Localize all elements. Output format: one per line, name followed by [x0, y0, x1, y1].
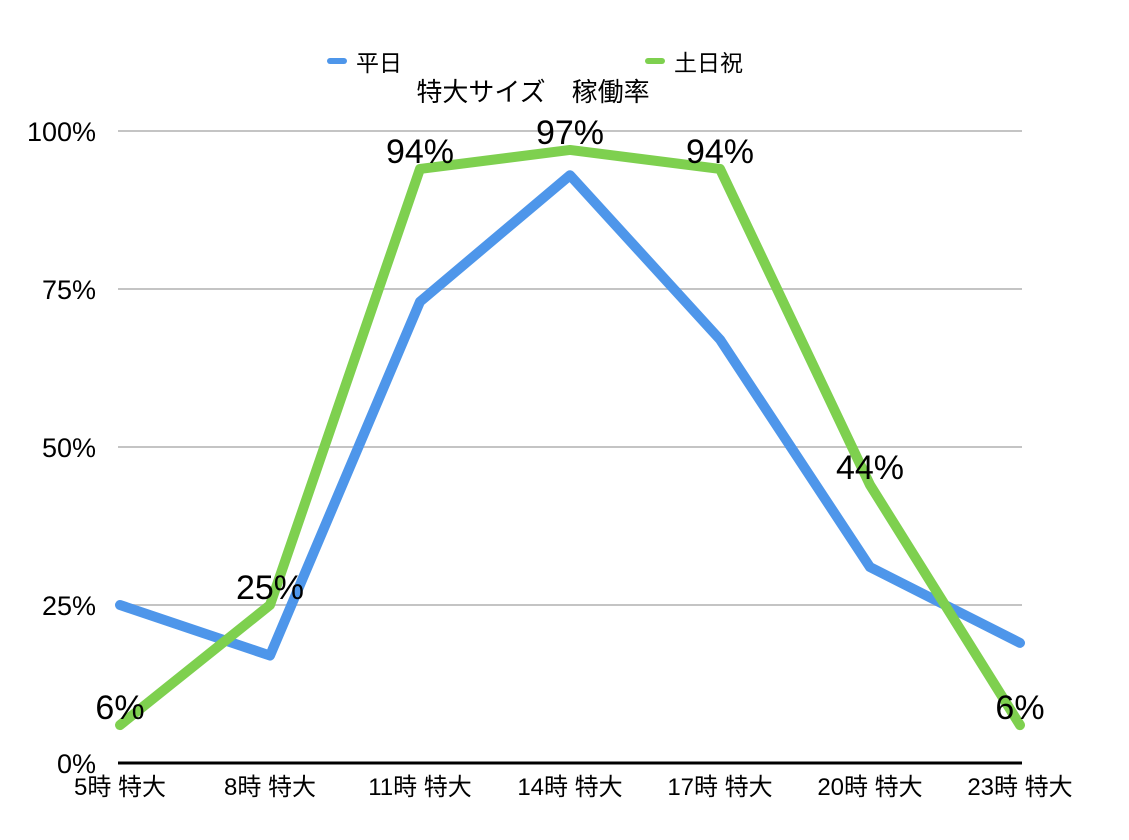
x-axis-tick-label: 14時 特大: [517, 774, 622, 801]
data-label: 94%: [386, 133, 454, 171]
legend-swatch-weekday-icon: [327, 58, 347, 64]
data-label: 6%: [995, 689, 1044, 727]
data-label: 6%: [95, 689, 144, 727]
y-axis-tick-label: 0%: [57, 749, 96, 779]
legend-label-weekend: 土日祝: [674, 50, 743, 76]
series-line-1: [115, 144, 1025, 731]
x-axis-tick-label: 17時 特大: [667, 774, 772, 801]
y-axis-tick-label: 75%: [42, 275, 96, 305]
legend-swatch-weekend-icon: [645, 58, 665, 64]
x-axis-tick-label: 8時 特大: [224, 774, 316, 801]
data-label: 94%: [686, 133, 754, 171]
data-label: 25%: [236, 569, 304, 607]
data-label: 44%: [836, 449, 904, 487]
legend-label-weekday: 平日: [356, 50, 402, 76]
y-axis-tick-label: 25%: [42, 591, 96, 621]
y-axis-tick-label: 100%: [27, 117, 96, 147]
series-line-0: [115, 170, 1025, 661]
x-axis-tick-label: 11時 特大: [368, 774, 472, 801]
x-axis-tick-label: 20時 特大: [817, 774, 922, 801]
x-axis-tick-label: 5時 特大: [74, 774, 166, 801]
legend-item-weekday: 平日: [327, 44, 402, 78]
data-label: 97%: [536, 114, 604, 152]
x-axis-tick-label: 23時 特大: [967, 774, 1072, 801]
chart-title: 特大サイズ 稼働率: [416, 77, 650, 107]
y-axis-tick-label: 50%: [42, 433, 96, 463]
legend-item-weekend: 土日祝: [645, 44, 743, 78]
